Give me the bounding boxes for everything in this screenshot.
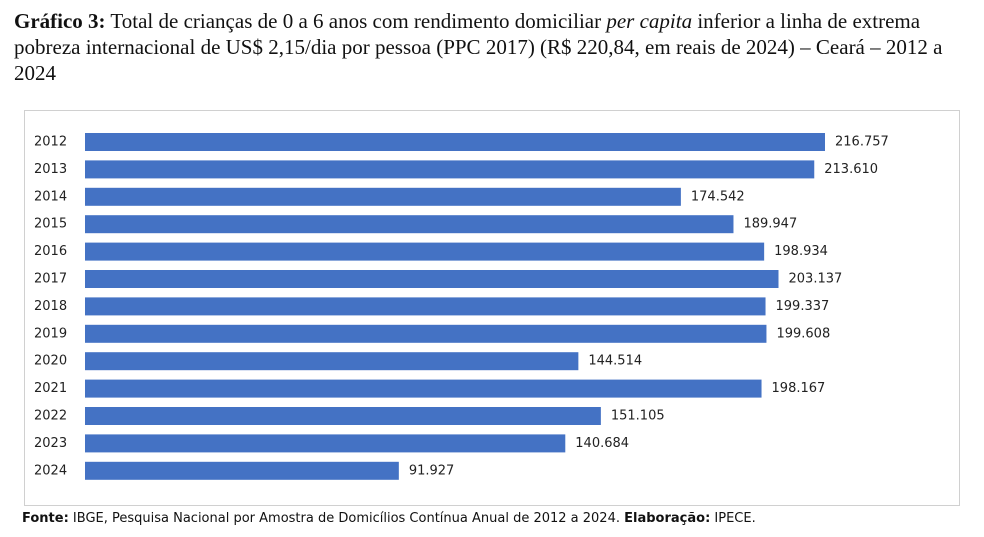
bar	[85, 434, 566, 453]
y-tick-label: 2017	[34, 272, 67, 287]
chart-title-text-before: Total de crianças de 0 a 6 anos com rend…	[105, 9, 607, 33]
bar	[85, 160, 815, 179]
y-tick-label: 2018	[34, 299, 67, 314]
y-tick-label: 2021	[34, 381, 67, 396]
y-tick-label: 2024	[34, 463, 67, 478]
data-label: 203.137	[789, 272, 843, 287]
bar	[85, 407, 601, 425]
y-tick-label: 2012	[34, 135, 67, 150]
y-tick-label: 2023	[34, 436, 67, 451]
source-label: Fonte:	[22, 511, 69, 526]
y-tick-label: 2022	[34, 409, 67, 424]
chart-source: Fonte: IBGE, Pesquisa Nacional por Amost…	[22, 511, 756, 526]
data-label: 144.514	[588, 354, 642, 369]
chart-frame	[24, 110, 960, 506]
data-label: 213.610	[824, 162, 878, 177]
chart-title-text-after: inferior a linha de extrema pobreza inte…	[14, 9, 943, 85]
y-tick-label: 2016	[34, 244, 67, 259]
data-label: 199.337	[776, 299, 830, 314]
data-label: 189.947	[743, 217, 797, 232]
bar	[85, 324, 767, 343]
source-text: IBGE, Pesquisa Nacional por Amostra de D…	[68, 511, 625, 526]
data-label: 198.167	[772, 381, 826, 396]
chart-title-italic: per capita	[606, 9, 693, 33]
y-tick-label: 2020	[34, 354, 67, 369]
bar	[85, 133, 825, 151]
data-label: 91.927	[409, 463, 455, 478]
bar	[85, 270, 779, 288]
bar	[85, 352, 579, 371]
bar	[85, 187, 681, 206]
data-label: 199.608	[776, 326, 830, 341]
y-tick-label: 2015	[34, 217, 67, 232]
chart-title: Gráfico 3: Total de crianças de 0 a 6 an…	[14, 8, 974, 86]
bar	[85, 461, 399, 480]
y-tick-label: 2014	[34, 189, 67, 204]
bar	[85, 297, 766, 316]
bar	[85, 242, 765, 261]
bar	[85, 215, 734, 234]
chart-title-label: Gráfico 3:	[14, 9, 106, 33]
credit-text: IPECE.	[710, 511, 756, 526]
data-label: 174.542	[691, 189, 745, 204]
data-label: 198.934	[774, 244, 828, 259]
data-label: 151.105	[611, 409, 665, 424]
credit-label: Elaboração:	[624, 511, 711, 526]
data-label: 140.684	[575, 436, 629, 451]
bar	[85, 379, 762, 398]
y-tick-label: 2019	[34, 326, 67, 341]
data-label: 216.757	[835, 135, 889, 150]
y-tick-label: 2013	[34, 162, 67, 177]
